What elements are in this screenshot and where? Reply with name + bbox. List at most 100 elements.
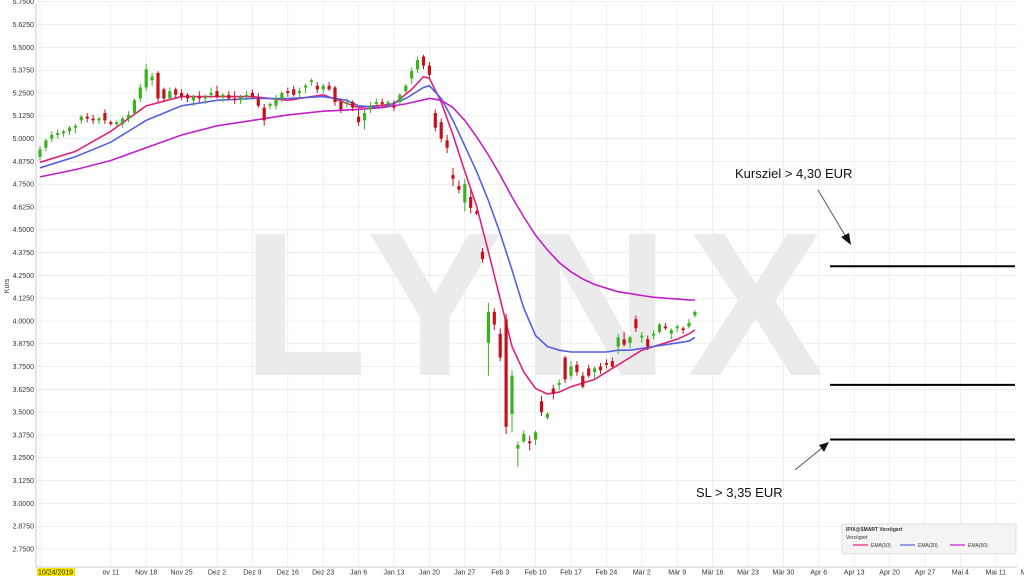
x-tick-label: Dez 9: [243, 570, 261, 576]
candle-body: [634, 319, 638, 329]
x-tick-label: Feb 10: [525, 570, 547, 576]
candle-body: [587, 368, 591, 376]
candle-body: [239, 96, 243, 101]
candle-body: [693, 311, 697, 316]
candle-body: [475, 211, 479, 214]
candle-body: [115, 122, 119, 125]
candle-body: [197, 96, 201, 99]
candle-body: [516, 445, 520, 449]
legend-box: IPIX@SMART Verzögert Verzögert EMA(10) E…: [841, 523, 1017, 555]
candle-body: [144, 69, 148, 88]
candle-body: [522, 434, 526, 442]
candle-body: [410, 71, 414, 79]
candle-body: [103, 113, 107, 121]
x-tick-label: Jan 20: [419, 570, 440, 576]
candle-body: [233, 98, 237, 101]
y-tick-label: 4.5000: [13, 227, 35, 234]
candle-body: [498, 333, 502, 358]
y-tick-label: 3.0000: [13, 501, 35, 508]
candle-body: [44, 140, 48, 148]
candle-body: [652, 333, 656, 336]
x-tick-label: Mai 18: [1021, 570, 1024, 576]
candle-body: [357, 116, 361, 123]
candle-body: [368, 105, 372, 110]
x-tick-label: Feb 17: [560, 570, 582, 576]
candle-body: [681, 328, 685, 331]
y-tick-label: 4.3750: [13, 250, 35, 257]
candle-body: [268, 103, 272, 106]
x-tick-label: Jan 27: [454, 570, 475, 576]
candle-body: [345, 102, 349, 104]
kursziel-arrow: [817, 189, 851, 245]
candle-body: [557, 383, 561, 385]
y-tick-label: 2.7500: [13, 546, 35, 553]
ema-line-ema50: [39, 97, 695, 301]
sl-arrow: [794, 442, 829, 471]
candle-body: [451, 175, 455, 179]
candle-body: [309, 80, 313, 83]
x-tick-label: Dez 2: [208, 570, 226, 576]
candle-body: [168, 91, 172, 99]
candle-body: [174, 89, 178, 95]
y-tick-label: 3.8750: [13, 341, 35, 348]
x-tick-label: Apr 27: [915, 570, 936, 576]
candle-body: [250, 93, 254, 97]
candle-body: [610, 361, 614, 367]
candle-body: [563, 357, 567, 380]
x-tick-label: Apr 13: [844, 570, 865, 576]
candle-body: [628, 337, 632, 343]
candle-body: [97, 118, 101, 121]
candle-body: [180, 93, 184, 97]
candle-body: [386, 102, 390, 104]
candle-body: [421, 56, 426, 66]
candle-body: [622, 339, 626, 345]
candle-body: [486, 311, 490, 343]
candle-body: [351, 102, 355, 108]
candle-body: [539, 401, 544, 413]
candle-body: [132, 100, 136, 114]
x-tick-label: Apr 20: [879, 570, 900, 576]
legend-subtitle: Verzögert: [846, 535, 868, 541]
y-tick-label: 5.0000: [13, 136, 35, 143]
candle-body: [67, 127, 72, 132]
candle-body: [392, 105, 396, 108]
y-tick-label: 3.1250: [13, 478, 35, 485]
y-axis-label: Kurs: [4, 278, 11, 293]
candle-body: [62, 131, 66, 134]
candle-body: [221, 94, 225, 97]
y-tick-label: 4.8750: [13, 159, 35, 166]
candle-body: [646, 339, 650, 347]
y-tick-label: 4.0000: [13, 318, 35, 325]
y-tick-label: 3.6250: [13, 387, 35, 394]
x-tick-label: Feb 3: [491, 570, 509, 576]
candle-body: [203, 96, 207, 99]
y-tick-label: 4.6250: [13, 204, 35, 211]
candle-body: [79, 116, 83, 121]
candle-body: [569, 366, 573, 376]
candle-body: [551, 388, 555, 394]
y-tick-label: 4.1250: [13, 296, 35, 303]
candle-body: [581, 375, 585, 387]
candle-body: [138, 87, 142, 99]
x-tick-label: 10/24/2019: [38, 570, 73, 576]
legend-ema50: EMA(50): [968, 543, 988, 549]
candle-body: [657, 324, 662, 332]
candle-body: [534, 432, 538, 440]
candle-body: [427, 65, 431, 75]
candle-body: [510, 375, 514, 415]
candle-body: [256, 98, 260, 106]
candle-body: [262, 107, 266, 121]
y-tick-label: 5.6250: [13, 22, 35, 29]
candle-body: [298, 91, 302, 93]
candle-body: [339, 102, 343, 110]
level-lines: [830, 265, 1015, 441]
candle-body: [185, 94, 190, 99]
y-tick-label: 4.2500: [13, 273, 35, 280]
candle-body: [286, 91, 290, 93]
x-tick-label: Jan 6: [350, 570, 367, 576]
y-tick-label: 2.8750: [13, 524, 35, 531]
candle-body: [433, 113, 437, 128]
candle-body: [162, 89, 166, 99]
candle-body: [480, 251, 485, 259]
lynx-watermark: LYNX: [242, 190, 842, 419]
